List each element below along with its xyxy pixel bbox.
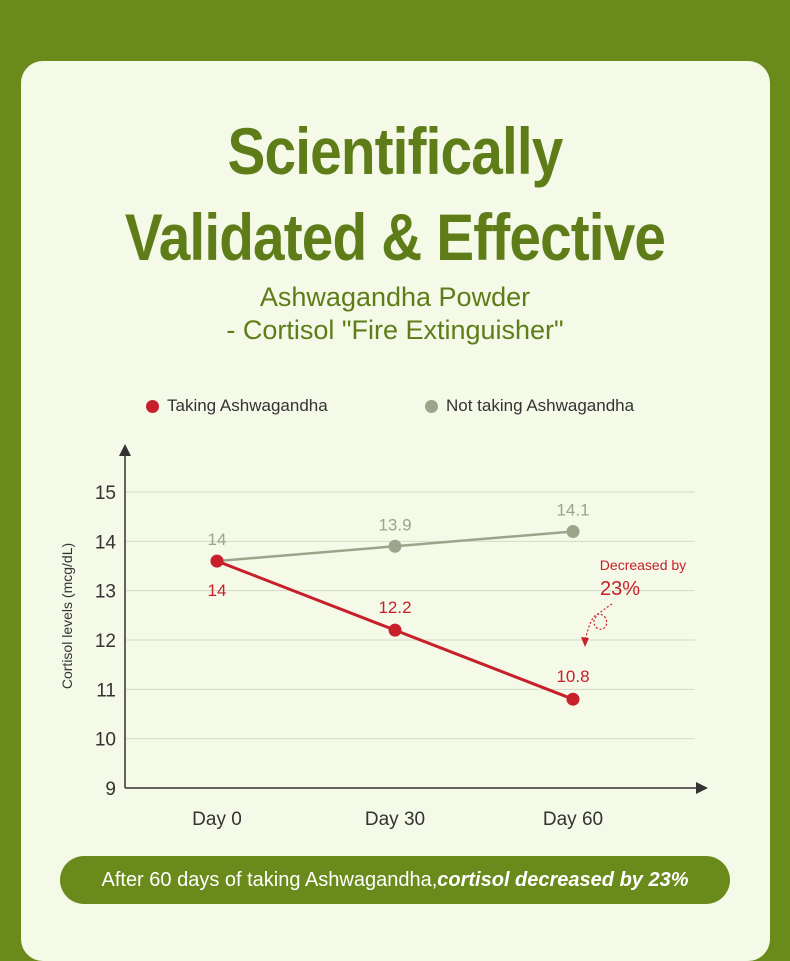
decrease-annotation: Decreased by 23% <box>581 557 686 647</box>
y-tick-14: 14 <box>95 532 117 553</box>
y-tick-11: 11 <box>96 680 116 701</box>
summary-prefix: After 60 days of taking Ashwagandha, <box>101 869 438 891</box>
legend-dot-taking <box>146 399 159 413</box>
subtitle-line-1: Ashwagandha Powder <box>259 282 531 312</box>
y-tick-12: 12 <box>95 631 116 652</box>
title-line-1: Scientifically <box>227 114 564 188</box>
legend-label-not-taking: Not taking Ashwagandha <box>446 396 635 415</box>
title-line-2: Validated & Effective <box>124 200 666 274</box>
series-0-point-1 <box>388 623 402 637</box>
chart-legend: Taking Ashwagandha Not taking Ashwagandh… <box>0 396 790 418</box>
series-1-label-0: 14 <box>208 530 227 549</box>
series-1-label-1: 13.9 <box>378 515 411 534</box>
cortisol-chart: 9 10 11 12 13 14 15 Cortisol levels (mcg/dL) D… <box>59 444 708 830</box>
y-axis-title: Cortisol levels (mcg/dL) <box>59 543 75 689</box>
series-1-label-2: 14.1 <box>556 500 589 519</box>
legend-item-not-taking: Not taking Ashwagandha <box>425 396 634 416</box>
chart-series: 14 13.9 14.1 14 12.2 10.8 <box>208 500 590 706</box>
annotation-arrow-icon <box>581 637 589 647</box>
y-tick-9: 9 <box>105 779 116 800</box>
x-tick-0: Day 0 <box>192 809 242 830</box>
y-tick-labels: 9 10 11 12 13 14 15 <box>95 483 117 800</box>
content-card <box>21 61 770 961</box>
y-tick-13: 13 <box>95 582 116 603</box>
x-axis-arrow-icon <box>696 782 708 794</box>
series-0-point-2 <box>566 692 580 706</box>
series-1-point-2 <box>566 524 580 538</box>
chart-axes <box>119 444 708 794</box>
x-tick-1: Day 30 <box>365 809 425 830</box>
x-tick-2: Day 60 <box>543 809 603 830</box>
annotation-curve <box>584 603 613 641</box>
series-0-point-0 <box>210 554 224 568</box>
y-axis-arrow-icon <box>119 444 131 456</box>
page-title: Scientifically Validated & Effective <box>55 108 734 280</box>
legend-label-taking: Taking Ashwagandha <box>167 396 328 415</box>
annotation-value: 23% <box>600 578 640 600</box>
y-tick-10: 10 <box>95 730 116 751</box>
annotation-text: Decreased by <box>600 557 686 573</box>
summary-emphasis: cortisol decreased by 23% <box>437 869 689 891</box>
series-0-label-0: 14 <box>208 581 227 600</box>
x-tick-labels: Day 0 Day 30 Day 60 <box>192 809 603 830</box>
legend-dot-not-taking <box>425 399 438 413</box>
chart-gridlines <box>125 491 695 740</box>
series-0-label-1: 12.2 <box>378 598 411 617</box>
legend-item-taking: Taking Ashwagandha <box>146 396 328 416</box>
subtitle-line-2: - Cortisol "Fire Extinguisher" <box>226 315 564 345</box>
subtitle: Ashwagandha Powder - Cortisol "Fire Exti… <box>0 281 790 347</box>
series-0-label-2: 10.8 <box>556 667 589 686</box>
summary-banner: After 60 days of taking Ashwagandha,cort… <box>60 856 730 904</box>
series-1-point-1 <box>388 539 402 553</box>
y-tick-15: 15 <box>95 483 116 504</box>
